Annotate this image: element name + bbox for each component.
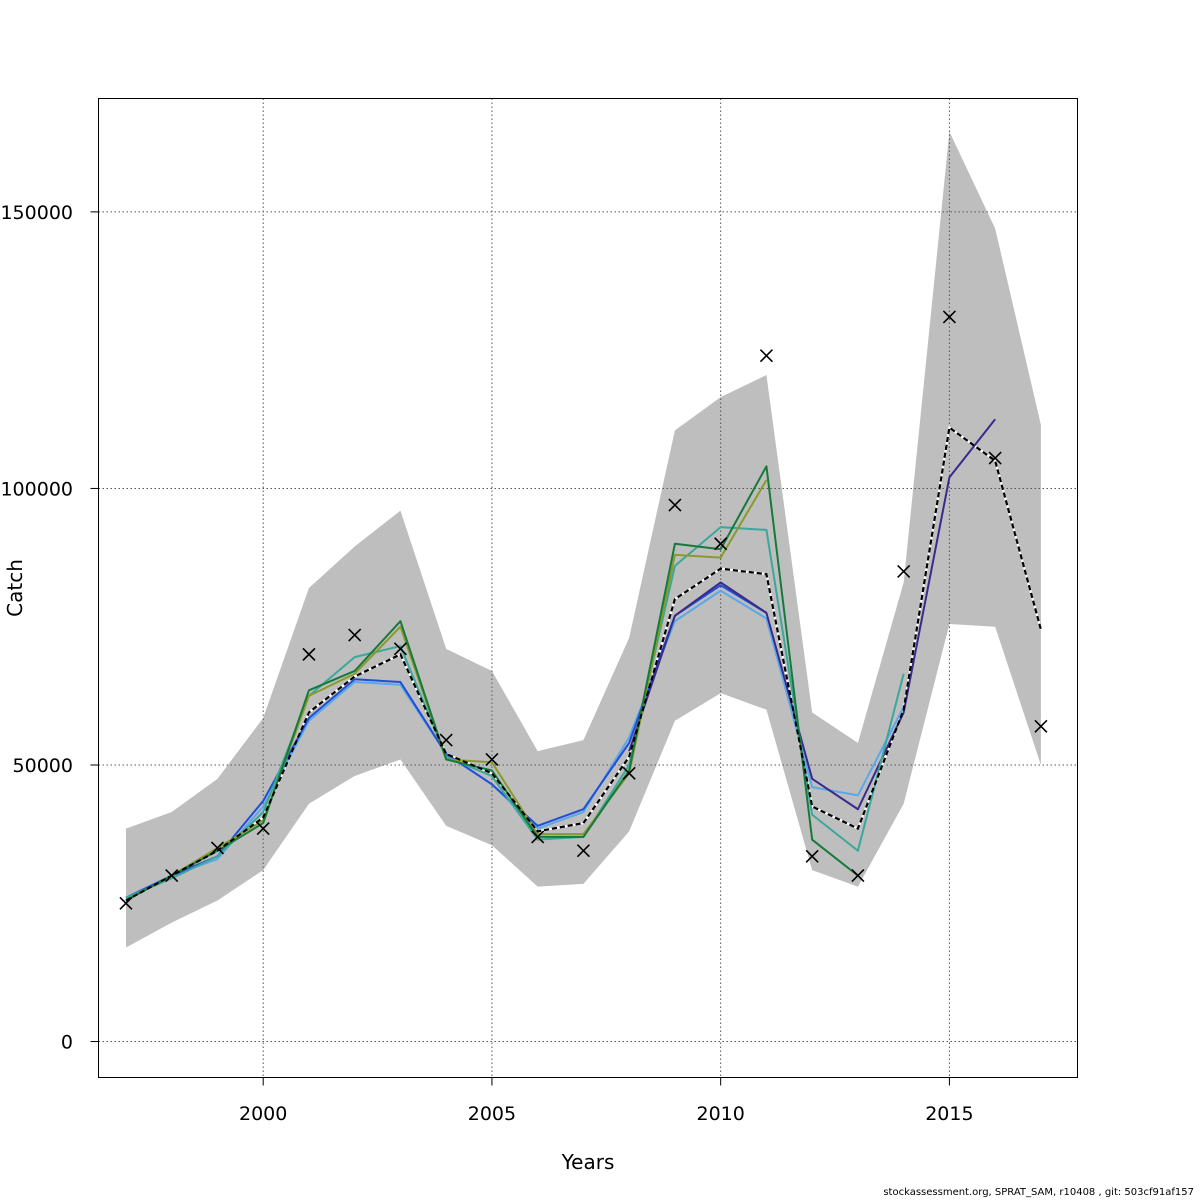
observation-mark-b	[897, 564, 911, 578]
observation-point-2009	[668, 498, 682, 512]
x-tick-label-2000: 2000	[239, 1103, 287, 1125]
observation-mark-b	[576, 844, 590, 858]
observation-point-2005	[485, 752, 499, 767]
observation-mark-b	[210, 841, 225, 855]
y-tick-label-50000: 50000	[13, 755, 73, 777]
observation-point-2003	[393, 642, 408, 656]
observation-point-2008	[622, 766, 636, 780]
observation-mark-b	[942, 310, 956, 324]
y-tick-label-0: 0	[61, 1032, 73, 1054]
x-tick-label-2005: 2005	[468, 1103, 516, 1125]
plot-frame	[98, 98, 1078, 1078]
observation-point-2006	[531, 830, 545, 844]
x-axis-label: Years	[561, 1150, 615, 1174]
observation-mark-b	[531, 830, 545, 844]
observation-point-1997	[119, 896, 133, 910]
observation-mark-b	[165, 869, 179, 883]
footer-credit: stockassessment.org, SPRAT_SAM, r10408 ,…	[883, 1187, 1194, 1198]
observation-point-2007	[576, 844, 590, 858]
observation-mark-b	[119, 896, 133, 910]
observation-mark-b	[393, 642, 408, 656]
observation-mark-b	[668, 498, 682, 512]
observation-point-2010	[714, 537, 728, 551]
x-tick-label-2010: 2010	[696, 1103, 744, 1125]
observation-mark-b	[714, 537, 728, 551]
observation-point-2004	[439, 733, 453, 747]
series-3-line	[628, 418, 996, 811]
observation-point-2015	[942, 310, 956, 324]
observation-point-2017	[1034, 719, 1048, 733]
observation-point-2013	[851, 869, 865, 883]
tick-layer: 2000 2005 2010 2015 0 50000 100000 150000	[0, 202, 973, 1125]
observation-layer	[119, 310, 1048, 910]
observation-point-2001	[302, 647, 316, 661]
observation-mark-b	[256, 822, 270, 836]
observation-mark-b	[348, 628, 362, 642]
observation-mark-b	[302, 647, 316, 661]
grid-layer	[98, 98, 1078, 1078]
y-tick-label-150000: 150000	[0, 202, 73, 224]
observation-mark-b	[622, 766, 636, 780]
observation-point-1998	[165, 869, 179, 883]
observation-point-2002	[348, 628, 362, 642]
confidence-band-layer	[125, 131, 1041, 948]
observation-point-2012	[805, 849, 819, 863]
observation-mark-b	[759, 349, 773, 363]
observation-point-1999	[210, 841, 225, 855]
observation-point-2014	[897, 564, 911, 578]
observation-mark-b	[988, 451, 1002, 465]
series-4-line	[125, 526, 905, 899]
y-axis-label: Catch	[3, 559, 27, 617]
x-tick-label-2015: 2015	[925, 1103, 973, 1125]
observation-point-2011	[759, 349, 773, 363]
observation-mark-b	[1034, 719, 1048, 733]
observation-point-2000	[256, 822, 270, 836]
series-layer	[125, 418, 1042, 902]
y-tick-label-100000: 100000	[0, 478, 73, 500]
observation-point-2016	[988, 451, 1002, 465]
observation-mark-b	[485, 752, 499, 767]
observation-mark-b	[805, 849, 819, 863]
series-0-underlay	[125, 425, 1042, 902]
observation-mark-b	[851, 869, 865, 883]
confidence-band	[125, 131, 1041, 948]
observation-mark-b	[439, 733, 453, 747]
series-6-line	[125, 465, 859, 902]
